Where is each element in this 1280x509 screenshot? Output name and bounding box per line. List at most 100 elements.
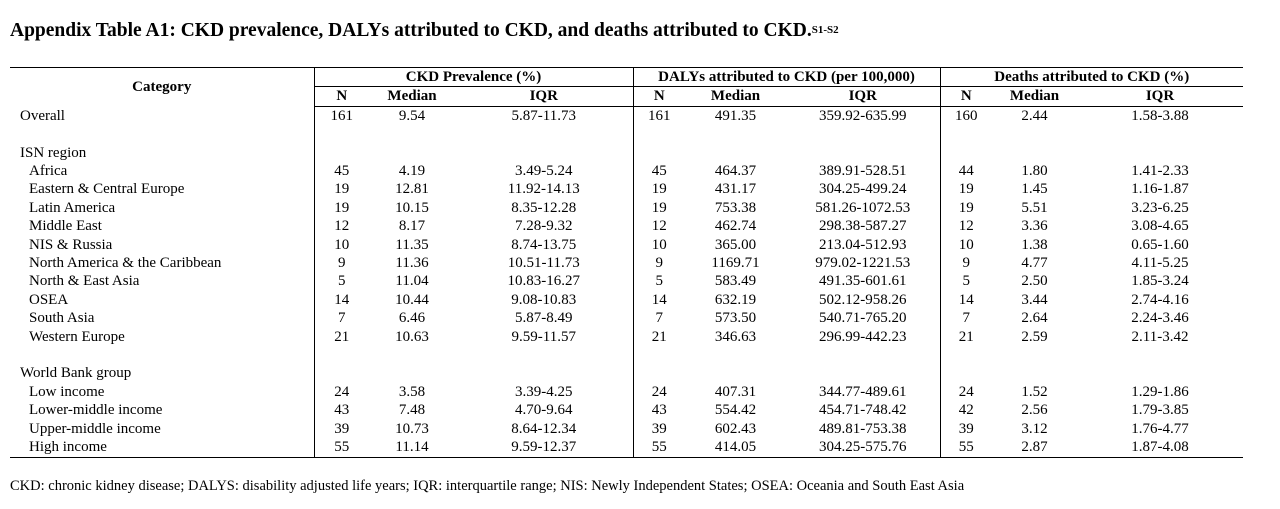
table-title: Appendix Table A1: CKD prevalence, DALYs… [10,20,839,42]
cell-iqr: 2.24-3.46 [1131,310,1189,327]
group-header-prevalence: CKD Prevalence (%) [314,66,634,88]
spacer-cell [786,125,941,144]
category-cell: Latin America [10,198,315,218]
category-cell: High income [10,438,315,458]
spacer-cell [685,346,786,364]
cell-median [685,144,786,162]
cell-n: 21 [334,328,350,345]
spacer-cell [369,125,455,143]
cell-iqr: 4.70-9.64 [455,401,634,420]
category-cell: Low income [10,382,315,402]
cell-n: 43 [334,402,350,419]
table-row: North & East Asia 5 11.04 10.83-16.27 5 583.4… [10,272,1243,291]
cell-n: 9 [338,255,346,272]
cell-n: 12 [958,218,974,235]
cell-median [992,364,1077,382]
cell-n: 19 [651,199,667,216]
cell-median: 414.05 [685,438,787,458]
cell-median: 7.48 [398,402,426,419]
cell-iqr: 296.99-442.23 [786,327,941,347]
cell-median: 2.59 [1021,328,1048,345]
cell-n: 55 [314,438,369,458]
cell-iqr: 304.25-499.24 [786,180,941,199]
col-header-n: N [940,86,993,107]
cell-n: 12 [334,218,350,235]
cell-n: 9 [962,255,971,272]
cell-n: 9 [655,255,664,272]
table-row: Western Europe 21 10.63 9.59-11.57 21 346.63 2… [10,327,1243,347]
table-row-group: Overall 161 9.54 5.87-11.73 161 491.35 359.92-… [10,106,1243,126]
spacer-cell [992,346,1077,364]
data-table: Category CKD Prevalence (%) DALYs attrib… [10,66,1244,458]
spacer-cell [633,346,685,364]
cell-iqr [455,364,634,383]
cell-iqr: 979.02-1221.53 [786,254,941,273]
cell-iqr [455,143,634,163]
cell-median: 1.52 [1021,383,1048,400]
cell-iqr: 213.04-512.93 [786,235,941,255]
spacer-cell [314,125,369,143]
cell-iqr: 5.87-8.49 [455,309,634,328]
cell-iqr: 9.59-12.37 [455,438,634,458]
cell-median [369,144,455,162]
spacer-cell [992,125,1077,143]
cell-n: 10 [958,236,974,253]
cell-n [633,364,685,382]
cell-median: 464.37 [714,163,757,180]
cell-iqr: 2.74-4.16 [1131,291,1189,308]
spacer-cell [685,125,786,143]
cell-median: 11.35 [395,236,429,253]
cell-n: 19 [958,199,974,216]
group-header-dalys: DALYs attributed to CKD (per 100,000) [633,66,941,88]
cell-median: 10.15 [395,199,429,216]
table-title-text: Appendix Table A1: CKD prevalence, DALYs… [10,20,812,41]
category-cell: World Bank group [10,364,315,383]
col-header-iqr: IQR [1077,86,1244,107]
col-header-median: Median [992,86,1078,107]
spacer-cell [940,125,992,143]
cell-median: 4.77 [1021,255,1048,272]
cell-iqr: 3.23-6.25 [1131,199,1189,216]
spacer-cell [314,346,369,364]
cell-n: 24 [651,383,667,400]
cell-median: 583.49 [714,273,757,290]
spacer-cell [10,125,315,144]
cell-iqr: 304.25-575.76 [786,438,941,458]
cell-median: 1.45 [1021,181,1048,198]
cell-median: 12.81 [395,181,429,198]
cell-median: 3.12 [1021,420,1048,437]
cell-median [369,364,455,382]
cell-iqr: 8.35-12.28 [455,198,634,218]
table-row: OSEA 14 10.44 9.08-10.83 14 632.19 502.12-958.… [10,290,1243,310]
cell-n: 39 [334,420,350,437]
cell-n: 21 [651,328,667,345]
cell-median [685,364,786,382]
cell-iqr: 8.74-13.75 [455,235,634,255]
table-row: Middle East 12 8.17 7.28-9.32 12 462.74 298.38… [10,217,1243,236]
cell-median: 1.38 [1021,236,1048,253]
cell-iqr: 5.87-11.73 [455,106,634,126]
cell-iqr: 3.49-5.24 [455,162,634,181]
cell-iqr: 1.29-1.86 [1131,383,1189,400]
cell-iqr: 10.83-16.27 [455,272,634,291]
spacer-cell [455,346,634,365]
cell-iqr: 581.26-1072.53 [786,198,941,218]
cell-n: 14 [334,291,350,308]
cell-iqr: 454.71-748.42 [786,401,941,420]
cell-iqr: 3.08-4.65 [1131,218,1189,235]
category-cell: Eastern & Central Europe [10,180,315,199]
table-row: Eastern & Central Europe 19 12.81 11.92-14.… [10,180,1243,199]
cell-n: 55 [633,438,686,458]
category-cell: Western Europe [10,327,315,347]
cell-median: 491.35 [714,107,757,124]
cell-iqr: 9.59-11.57 [455,327,634,347]
cell-median: 9.54 [398,107,426,124]
cell-iqr: 1.16-1.87 [1131,181,1189,198]
spacer-cell [1077,125,1243,143]
cell-iqr: 1.85-3.24 [1131,273,1189,290]
cell-median: 6.46 [398,310,426,327]
group-header-deaths: Deaths attributed to CKD (%) [940,66,1244,88]
cell-n [314,364,369,382]
cell-median: 3.58 [398,383,426,400]
category-cell: Overall [10,106,315,126]
